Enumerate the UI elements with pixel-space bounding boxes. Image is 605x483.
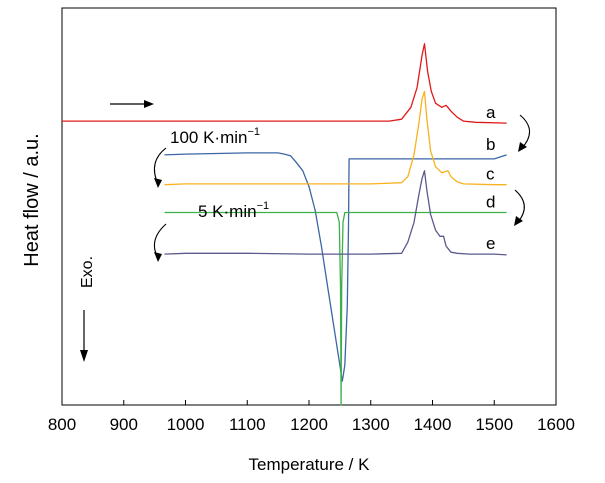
curve-label-a: a [486,103,496,122]
curve-label-d: d [486,192,495,211]
x-tick-label: 1300 [352,415,390,434]
cooling-arrow-left-lower [153,223,167,262]
curve-label-b: b [486,135,495,154]
heating-direction-arrow [110,100,154,108]
rate-annotation-low-text: 5 K·min [198,202,257,221]
y-axis-title: Heat flow / a.u. [21,133,43,266]
x-tick-label: 800 [48,415,76,434]
x-tick-label: 1500 [475,415,513,434]
x-tick-label: 1100 [229,415,266,434]
x-tick-label: 1200 [290,415,328,434]
rate-annotation-high: 100 K·min−1 [170,126,260,147]
x-tick-label: 900 [110,415,138,434]
x-axis-title: Temperature / K [249,455,371,474]
curve-a [62,43,507,124]
curves [62,43,507,406]
cooling-arrow-left-upper [153,147,167,188]
plot-frame [61,7,557,406]
curve-d [164,211,507,406]
curve-e [164,170,507,256]
x-tick-label: 1400 [414,415,452,434]
transition-arrow-right-upper [518,114,531,152]
rate-annotation-low-sup: −1 [257,200,270,212]
curve-c [164,90,507,186]
transition-arrow-right-lower [514,189,525,226]
x-axis-ticks [61,400,557,405]
x-axis-tick-labels: 800 900 1000 1100 1200 1300 1400 1500 1600 [48,415,575,434]
curve-label-c: c [486,165,495,184]
x-tick-label: 1000 [167,415,205,434]
curve-label-e: e [486,234,495,253]
exo-arrow [80,310,88,362]
curve-b [164,152,507,382]
rate-annotation-low: 5 K·min−1 [198,200,269,221]
rate-annotation-high-text: 100 K·min [170,128,247,147]
rate-annotation-high-sup: −1 [247,126,260,138]
x-tick-label: 1600 [537,415,575,434]
exo-label: Exo. [79,256,96,288]
